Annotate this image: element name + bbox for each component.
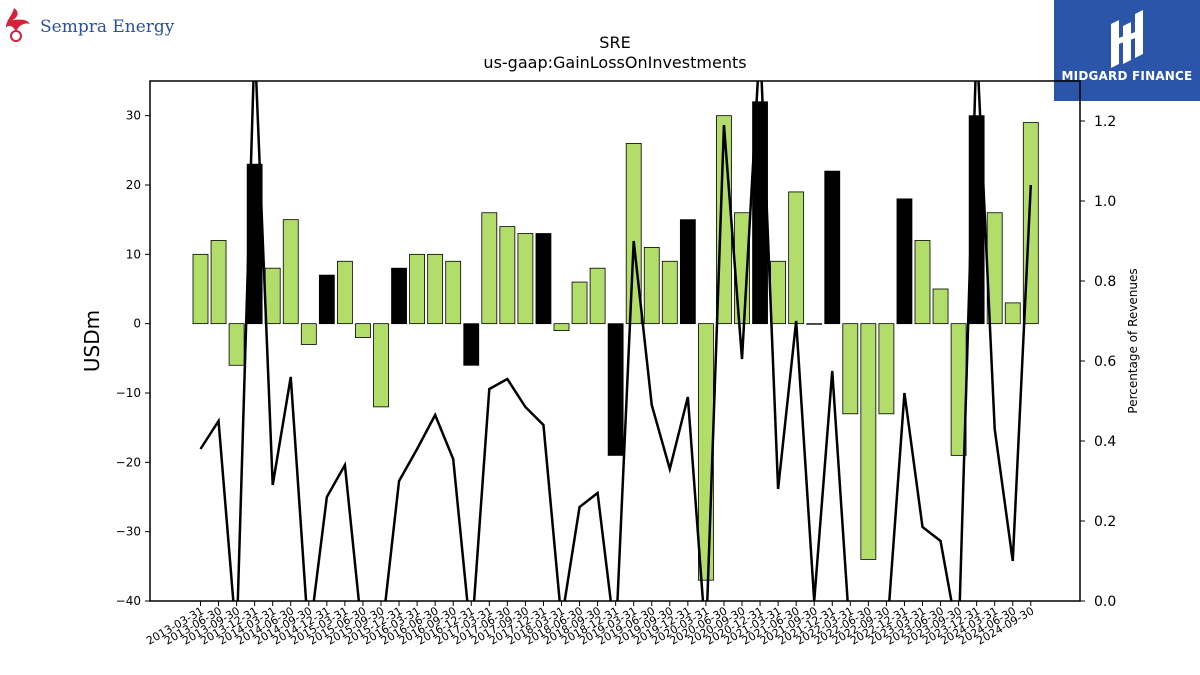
y-tick-label: −30 xyxy=(116,525,141,539)
bar-2023-06-30 xyxy=(932,288,949,325)
bar-2014-03-31 xyxy=(264,267,281,325)
y2-tick-label: 1.2 xyxy=(1094,114,1116,130)
bar-2016-03-31 xyxy=(409,253,426,325)
bar-2015-12-31 xyxy=(391,267,407,325)
y2-tick-label: 0.2 xyxy=(1094,514,1116,530)
bar-2018-06-30 xyxy=(571,281,588,325)
bar-2013-06-30 xyxy=(210,240,227,325)
y-tick-label: 30 xyxy=(126,109,141,123)
bar-2015-06-30 xyxy=(355,323,371,338)
bar-2021-09-30 xyxy=(806,323,823,325)
bar-2019-09-30 xyxy=(661,260,678,325)
y-tick-label: −20 xyxy=(116,455,141,469)
bar-2019-06-30 xyxy=(643,246,660,325)
bar-2016-09-30 xyxy=(445,260,462,325)
midgard-finance-logo: MIDGARD FINANCE xyxy=(1054,0,1200,101)
bar-2015-03-31 xyxy=(336,260,353,325)
bar-2017-12-31 xyxy=(535,233,552,325)
y-tick-label: 10 xyxy=(126,247,141,261)
y2-tick-label: 0.6 xyxy=(1094,354,1116,370)
y-axis-label: USDm xyxy=(80,310,104,372)
y-axis-ticks: −40 −30 −20 −10 0 10 20 30 xyxy=(116,109,150,608)
bar-2023-03-31 xyxy=(914,240,931,325)
x-axis-ticks: 2013-03-312013-06-302013-09-302013-12-31… xyxy=(144,601,1036,648)
y-tick-label: −40 xyxy=(116,594,141,608)
revenue-percentage-line xyxy=(199,81,1033,601)
bar-2021-12-31 xyxy=(824,170,841,325)
bar-2014-09-30 xyxy=(300,323,317,345)
y2-tick-label: 0.8 xyxy=(1094,274,1116,290)
y2-tick-label: 1.0 xyxy=(1094,194,1116,210)
bar-2024-06-30 xyxy=(1004,302,1021,325)
bar-2017-09-30 xyxy=(517,233,534,325)
bar-2014-12-31 xyxy=(318,274,335,325)
bar-2021-03-31 xyxy=(770,260,786,325)
bar-2016-12-31 xyxy=(463,323,480,366)
bar-2022-12-31 xyxy=(896,198,913,325)
bar-2013-03-31 xyxy=(192,253,209,325)
bar-series xyxy=(192,101,1039,581)
bar-2014-06-30 xyxy=(282,219,299,325)
bar-2017-03-31 xyxy=(481,212,498,325)
sempra-energy-logo: Sempra Energy xyxy=(4,4,184,48)
y-tick-label: 0 xyxy=(133,317,141,331)
midgard-emblem-icon xyxy=(1111,10,1143,68)
sempra-logo-text: Sempra Energy xyxy=(40,17,175,37)
bar-2022-09-30 xyxy=(878,323,895,415)
sempra-flame-icon xyxy=(6,8,30,42)
bar-2019-12-31 xyxy=(679,219,696,325)
bar-2020-03-31 xyxy=(698,323,714,581)
y-tick-label: −10 xyxy=(116,386,141,400)
plot-frame xyxy=(149,80,1081,602)
midgard-logo-text: MIDGARD FINANCE xyxy=(1061,69,1193,83)
y-tick-label: 20 xyxy=(126,178,141,192)
y2-axis-ticks: 0.0 0.2 0.4 0.6 0.8 1.0 1.2 xyxy=(1080,114,1116,610)
line-series xyxy=(199,81,1033,601)
bar-2022-06-30 xyxy=(860,323,877,560)
chart-subtitle: us-gaap:GainLossOnInvestments xyxy=(483,53,746,72)
bar-2015-09-30 xyxy=(373,323,389,408)
y2-axis-label: Percentage of Revenues xyxy=(1126,268,1140,413)
bar-2018-09-30 xyxy=(589,267,606,325)
bar-2017-06-30 xyxy=(499,226,516,325)
bar-2018-03-31 xyxy=(553,323,570,332)
y2-tick-label: 0.4 xyxy=(1094,434,1116,450)
bar-2022-03-31 xyxy=(842,323,859,415)
chart-title: SRE xyxy=(599,33,630,52)
bar-2013-09-30 xyxy=(228,323,245,366)
bar-2018-12-31 xyxy=(607,323,624,456)
bar-2021-06-30 xyxy=(788,191,805,325)
y2-tick-label: 0.0 xyxy=(1094,594,1116,610)
bar-2016-06-30 xyxy=(427,253,444,325)
